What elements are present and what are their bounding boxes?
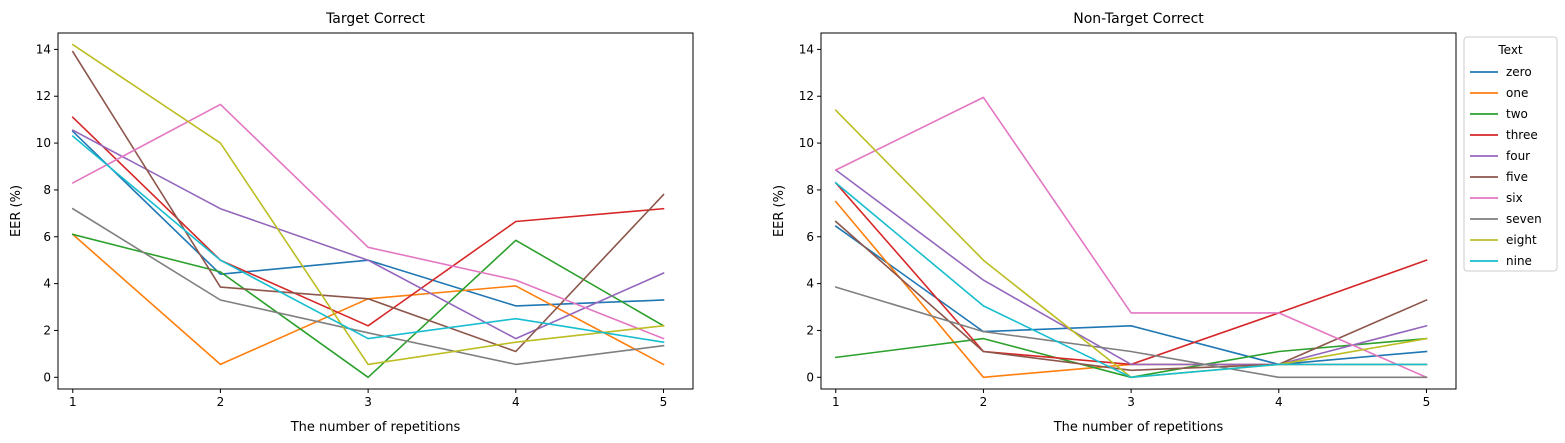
series-line-zero (71, 130, 665, 307)
x-tick-label: 2 (980, 395, 988, 409)
series-line-eight (834, 109, 1428, 379)
series-line-two (71, 233, 665, 379)
y-tick-label: 14 (799, 42, 814, 56)
legend-box (1463, 36, 1558, 272)
x-axis-label: The number of repetitions (290, 420, 461, 435)
legend-label-three: three (1506, 128, 1538, 142)
plot-frame (820, 32, 1457, 390)
y-tick-label: 6 (43, 230, 51, 244)
series-line-eight (71, 43, 665, 366)
series-line-nine (834, 181, 1428, 379)
series-line-three (834, 181, 1428, 366)
plot-frame (57, 32, 694, 390)
legend-label-six: six (1506, 191, 1523, 205)
series-line-two (834, 337, 1428, 379)
y-tick-label: 12 (799, 89, 814, 103)
series-line-four (834, 168, 1428, 366)
series-line-zero (834, 225, 1428, 366)
y-tick-label: 4 (43, 277, 51, 291)
y-tick-label: 12 (36, 89, 51, 103)
legend-title: Text (1497, 43, 1523, 57)
x-tick-label: 1 (832, 395, 840, 409)
series-line-nine (71, 134, 665, 344)
series-line-five (834, 220, 1428, 372)
y-tick-label: 10 (36, 136, 51, 150)
legend-label-seven: seven (1506, 212, 1542, 226)
legend: Text zero one two three four five six seven eight… (1463, 36, 1558, 272)
y-axis-label: EER (%) (9, 185, 24, 237)
series-line-four (71, 129, 665, 340)
x-tick-label: 3 (1127, 395, 1135, 409)
x-tick-label: 1 (69, 395, 77, 409)
y-tick-label: 0 (806, 370, 814, 384)
y-tick-label: 14 (36, 42, 51, 56)
legend-label-four: four (1506, 149, 1530, 163)
legend-label-eight: eight (1506, 233, 1537, 247)
x-tick-label: 5 (1423, 395, 1431, 409)
y-tick-label: 6 (806, 230, 814, 244)
y-tick-label: 8 (43, 183, 51, 197)
series-line-seven (834, 286, 1428, 379)
x-tick-label: 3 (364, 395, 372, 409)
chart-title: Non-Target Correct (1073, 11, 1204, 27)
series-line-three (71, 116, 665, 327)
chart-title: Target Correct (325, 11, 425, 27)
x-tick-label: 2 (217, 395, 225, 409)
y-tick-label: 2 (43, 323, 51, 337)
x-tick-label: 4 (1275, 395, 1283, 409)
x-axis-label: The number of repetitions (1053, 420, 1224, 435)
y-axis-label: EER (%) (772, 185, 787, 237)
legend-label-two: two (1506, 107, 1528, 121)
series-line-seven (71, 207, 665, 366)
y-tick-label: 10 (799, 136, 814, 150)
x-tick-label: 4 (512, 395, 520, 409)
y-tick-label: 2 (806, 323, 814, 337)
y-tick-label: 8 (806, 183, 814, 197)
x-tick-label: 5 (660, 395, 668, 409)
series-line-five (71, 50, 665, 353)
legend-label-one: one (1506, 86, 1528, 100)
legend-label-nine: nine (1506, 254, 1532, 268)
y-tick-label: 4 (806, 277, 814, 291)
series-line-six (834, 96, 1428, 379)
y-tick-label: 0 (43, 370, 51, 384)
series-line-six (71, 103, 665, 340)
legend-label-zero: zero (1506, 65, 1532, 79)
legend-label-five: five (1506, 170, 1528, 184)
